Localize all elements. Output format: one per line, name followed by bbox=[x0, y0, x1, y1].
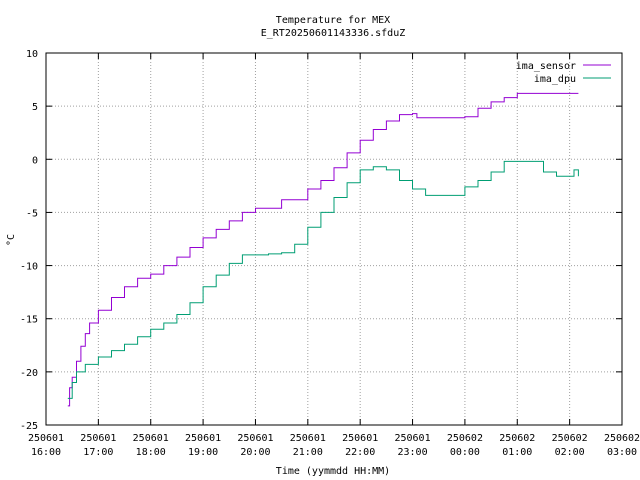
chart-title: Temperature for MEX bbox=[276, 15, 390, 26]
x-tick-date: 250601 bbox=[394, 433, 430, 444]
y-tick-label: 5 bbox=[32, 102, 38, 113]
x-axis-ticks: 250601 16:00 250601 17:00 250601 18:00 250601 1… bbox=[28, 53, 640, 458]
series-lines bbox=[67, 92, 579, 407]
x-tick-date: 250602 bbox=[552, 433, 588, 444]
y-tick-label: 0 bbox=[32, 155, 38, 166]
x-axis-label: Time (yymmdd HH:MM) bbox=[276, 466, 390, 477]
x-tick-time: 18:00 bbox=[136, 447, 166, 458]
x-tick-time: 02:00 bbox=[555, 447, 585, 458]
x-tick-time: 03:00 bbox=[607, 447, 637, 458]
x-tick-date: 250602 bbox=[604, 433, 640, 444]
y-tick-label: -10 bbox=[20, 262, 38, 273]
x-tick-time: 23:00 bbox=[397, 447, 427, 458]
y-tick-label: -5 bbox=[26, 208, 38, 219]
x-tick-date: 250601 bbox=[185, 433, 221, 444]
chart-subtitle: E_RT20250601143336.sfduZ bbox=[261, 28, 406, 39]
y-axis-ticks: -25 -20 -15 -10 -5 0 5 10 bbox=[20, 49, 622, 432]
x-tick-date: 250602 bbox=[499, 433, 535, 444]
y-axis-label: °C bbox=[6, 234, 17, 246]
grid bbox=[46, 53, 622, 425]
y-tick-label: -15 bbox=[20, 315, 38, 326]
x-tick-date: 250601 bbox=[290, 433, 326, 444]
series-line-ima-dpu bbox=[67, 160, 579, 399]
legend: ima_sensor ima_dpu bbox=[516, 61, 611, 85]
x-tick-date: 250601 bbox=[28, 433, 64, 444]
y-tick-label: -25 bbox=[20, 421, 38, 432]
x-tick-date: 250601 bbox=[237, 433, 273, 444]
x-tick-date: 250601 bbox=[342, 433, 378, 444]
x-tick-time: 00:00 bbox=[450, 447, 480, 458]
y-tick-label: 10 bbox=[26, 49, 38, 60]
legend-label: ima_sensor bbox=[516, 61, 576, 72]
x-tick-time: 20:00 bbox=[240, 447, 270, 458]
x-tick-time: 21:00 bbox=[293, 447, 323, 458]
x-tick-time: 19:00 bbox=[188, 447, 218, 458]
x-tick-date: 250601 bbox=[80, 433, 116, 444]
plot-frame bbox=[45, 52, 623, 426]
x-tick-time: 16:00 bbox=[31, 447, 61, 458]
x-tick-time: 22:00 bbox=[345, 447, 375, 458]
legend-label: ima_dpu bbox=[534, 74, 576, 85]
y-tick-label: -20 bbox=[20, 368, 38, 379]
x-tick-time: 17:00 bbox=[83, 447, 113, 458]
series-line-ima-sensor bbox=[67, 92, 579, 407]
x-tick-time: 01:00 bbox=[502, 447, 532, 458]
x-tick-date: 250601 bbox=[133, 433, 169, 444]
x-tick-date: 250602 bbox=[447, 433, 483, 444]
